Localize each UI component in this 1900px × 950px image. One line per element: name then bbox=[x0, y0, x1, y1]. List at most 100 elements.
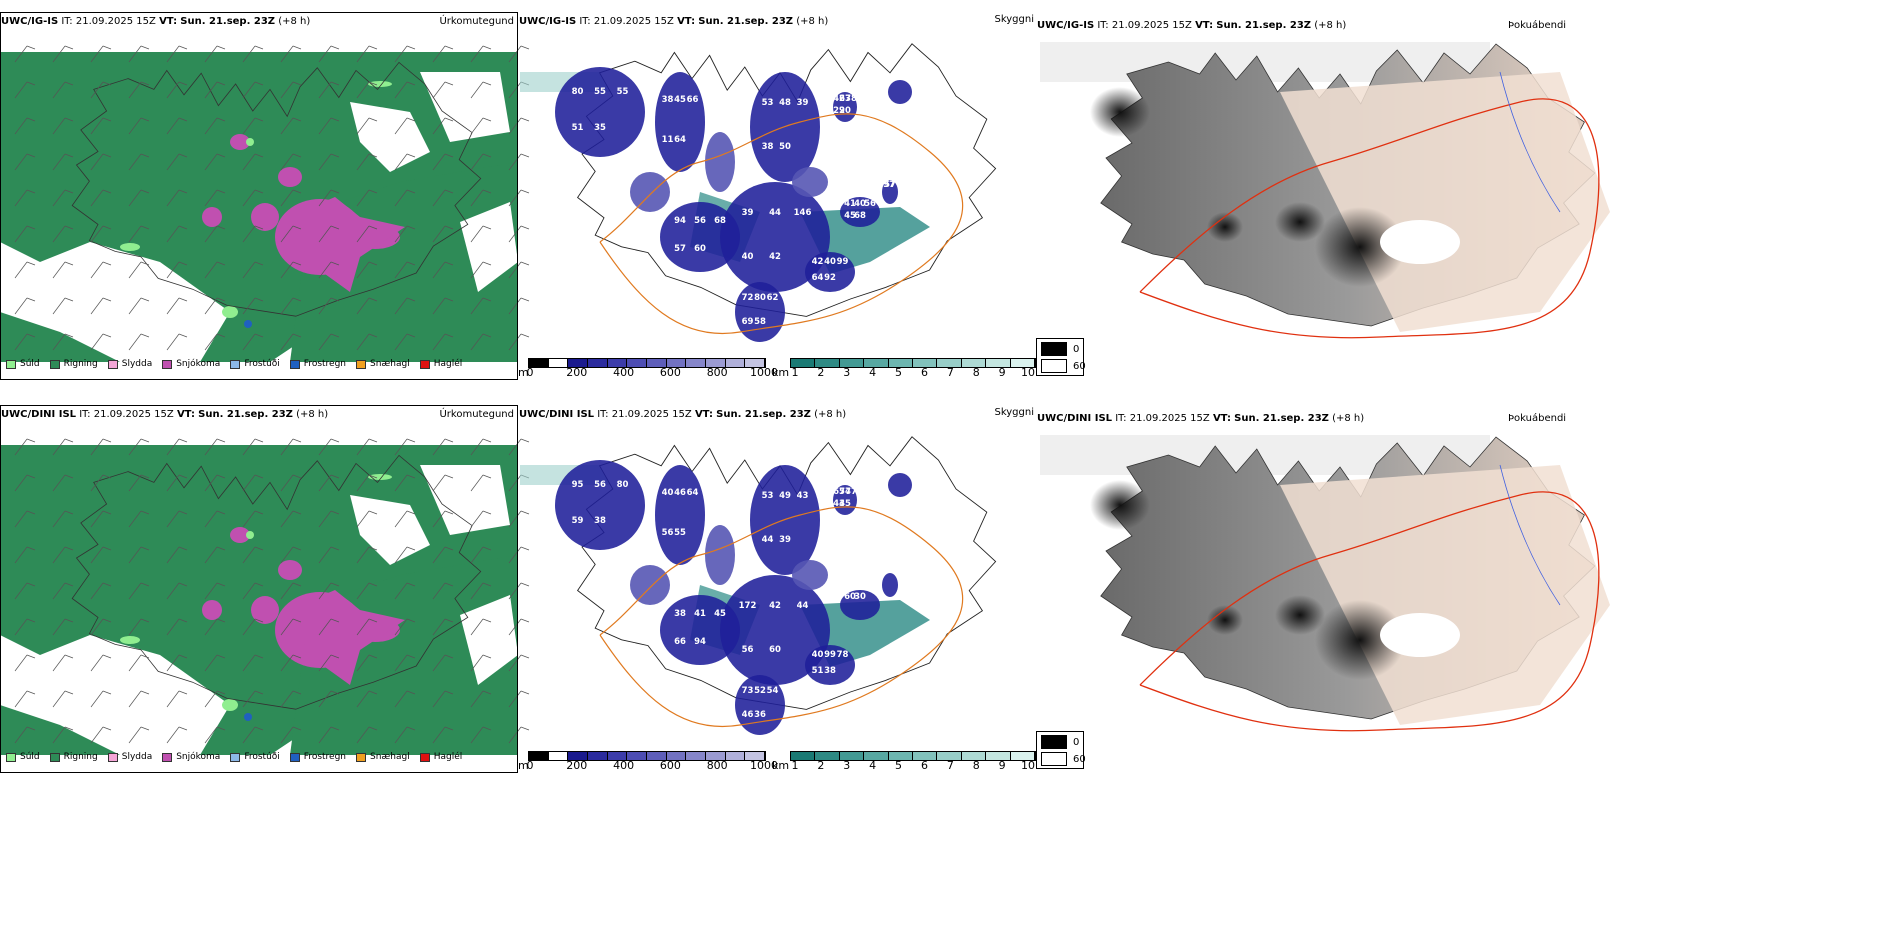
legend-item: Slydda bbox=[107, 752, 152, 762]
colorbar-cell bbox=[647, 752, 667, 760]
colorbar-tick: 800 bbox=[706, 759, 728, 772]
legend-swatch bbox=[49, 752, 60, 762]
legend-item: Rigning bbox=[49, 359, 98, 369]
legend-item: Snjókoma bbox=[162, 359, 220, 369]
legend-item: Súld bbox=[6, 359, 40, 369]
vt-value: Sun. 21.sep. 23Z bbox=[698, 16, 794, 27]
fog-key-swatch bbox=[1041, 342, 1067, 356]
legend-label: Rigning bbox=[63, 752, 98, 762]
colorbar-tick: 2 bbox=[817, 366, 825, 379]
colorbar-tick: 3 bbox=[843, 759, 851, 772]
colorbar-cell bbox=[588, 752, 608, 760]
colorbar-cell bbox=[627, 359, 648, 367]
panel-header: UWC/IG-IS IT: 21.09.2025 15Z VT: Sun. 21… bbox=[519, 16, 828, 28]
colorbar-tick: 2 bbox=[817, 759, 825, 772]
fog-key-label: 0 bbox=[1073, 736, 1080, 748]
legend-swatch bbox=[419, 752, 430, 762]
visibility-unit: km bbox=[772, 759, 790, 772]
legend-label: Rigning bbox=[63, 359, 98, 369]
legend-label: Slydda bbox=[121, 359, 153, 369]
panel-tag-precip: Úrkomutegund bbox=[439, 16, 514, 27]
legend-label: Snjókoma bbox=[176, 359, 221, 369]
fog-key-swatch bbox=[1041, 752, 1067, 766]
legend-label: Haglél bbox=[433, 359, 463, 369]
vt-value: Sun. 21.sep. 23Z bbox=[1234, 413, 1329, 424]
panel-header: UWC/DINI ISL IT: 21.09.2025 15Z VT: Sun.… bbox=[1, 409, 328, 421]
model-name: UWC/DINI ISL bbox=[519, 409, 595, 420]
legend-item: Haglél bbox=[419, 359, 463, 369]
lead-time: (+8 h) bbox=[1332, 413, 1365, 424]
colorbar-cell bbox=[839, 752, 865, 760]
colorbar-cell bbox=[686, 752, 707, 760]
colorbar-tick: 600 bbox=[659, 759, 681, 772]
colorbar-cell bbox=[791, 359, 816, 367]
colorbar-cell bbox=[607, 359, 628, 367]
colorbar-tick: 3 bbox=[843, 366, 851, 379]
vt-label: VT: bbox=[176, 409, 195, 420]
panel-header: UWC/DINI ISL IT: 21.09.2025 15Z VT: Sun.… bbox=[1037, 413, 1364, 425]
colorbar-cell bbox=[725, 359, 746, 367]
legend-item: Rigning bbox=[49, 752, 98, 762]
legend-label: Snæhagl bbox=[370, 359, 410, 369]
legend-item: Frostregn bbox=[289, 752, 347, 762]
colorbar-cell bbox=[725, 752, 746, 760]
legend-item: Frostúði bbox=[230, 359, 280, 369]
colorbar-cell bbox=[647, 359, 667, 367]
colorbar-tick: 200 bbox=[566, 366, 588, 379]
model-name: UWC/IG-IS bbox=[1, 16, 59, 27]
colorbar-cell bbox=[961, 752, 987, 760]
colorbar-cell bbox=[607, 752, 628, 760]
fog-key-row: 60 bbox=[1041, 752, 1086, 766]
it-label: IT: bbox=[1097, 20, 1109, 31]
lead-time: (+8 h) bbox=[278, 16, 311, 27]
colorbar-cell bbox=[627, 752, 648, 760]
colorbar-tick: 9 bbox=[998, 366, 1006, 379]
legend-label: Frostúði bbox=[244, 752, 280, 762]
vt-label: VT: bbox=[1212, 413, 1231, 424]
colorbar-tick: 5 bbox=[895, 366, 903, 379]
cloudbase-colorbar-row1 bbox=[528, 358, 766, 368]
colorbar-cell bbox=[937, 359, 962, 367]
legend-swatch bbox=[162, 359, 173, 369]
lead-time: (+8 h) bbox=[296, 409, 329, 420]
colorbar-tick: 9 bbox=[998, 759, 1006, 772]
vt-label: VT: bbox=[159, 16, 178, 27]
colorbar-cell bbox=[888, 752, 914, 760]
colorbar-cell bbox=[666, 359, 687, 367]
legend-label: Frostregn bbox=[303, 752, 347, 762]
colorbar-tick: 0 bbox=[526, 366, 534, 379]
model-name: UWC/IG-IS bbox=[519, 16, 577, 27]
panel-tag-fog: Þokuábendi bbox=[1508, 413, 1567, 424]
fog-key-swatch bbox=[1041, 359, 1067, 373]
colorbar-tick: 6 bbox=[920, 366, 928, 379]
precip-panel-row2: UWC/DINI ISL IT: 21.09.2025 15Z VT: Sun.… bbox=[0, 405, 518, 773]
vt-value: Sun. 21.sep. 23Z bbox=[716, 409, 811, 420]
fog-key-swatch bbox=[1041, 735, 1067, 749]
colorbar-tick: 6 bbox=[920, 759, 928, 772]
it-label: IT: bbox=[61, 16, 73, 27]
colorbar-tick: 200 bbox=[566, 759, 588, 772]
legend-swatch bbox=[356, 752, 367, 762]
legend-item: Frostúði bbox=[230, 752, 280, 762]
colorbar-tick: 400 bbox=[613, 759, 635, 772]
legend-label: Súld bbox=[20, 752, 40, 762]
legend-swatch bbox=[6, 752, 16, 762]
colorbar-cell bbox=[529, 359, 549, 367]
fog-key-row2: 0 60 bbox=[1036, 731, 1086, 769]
model-name: UWC/IG-IS bbox=[1037, 20, 1095, 31]
colorbar-cell bbox=[864, 359, 889, 367]
colorbar-tick: 10 bbox=[1021, 759, 1035, 772]
legend-item: Haglél bbox=[419, 752, 462, 762]
colorbar-cell bbox=[864, 752, 889, 760]
colorbar-cell bbox=[706, 359, 726, 367]
colorbar-cell bbox=[1010, 359, 1036, 367]
colorbar-cell bbox=[745, 359, 766, 367]
fog-key-label: 0 bbox=[1073, 343, 1080, 355]
legend-swatch bbox=[289, 752, 300, 762]
visibility-unit: km bbox=[772, 366, 790, 379]
lead-time: (+8 h) bbox=[1314, 20, 1347, 31]
precip-legend-row2: Súld Rigning Slydda Snjókoma Frostúði Frostre… bbox=[6, 752, 472, 762]
panel-tag-fog: Þokuábendi bbox=[1508, 20, 1567, 31]
legend-label: Snæhagl bbox=[370, 752, 410, 762]
it-label: IT: bbox=[597, 409, 609, 420]
